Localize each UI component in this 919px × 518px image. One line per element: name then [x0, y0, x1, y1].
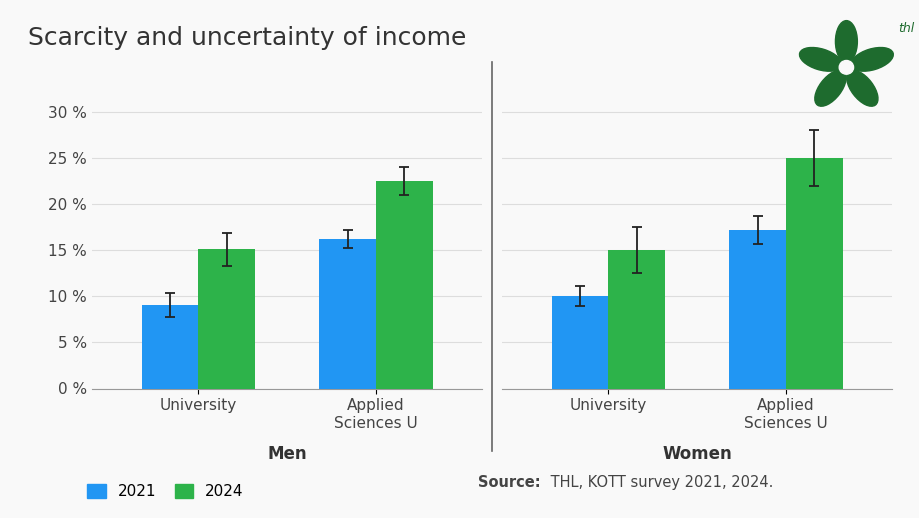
Text: Source:: Source:	[478, 474, 540, 490]
Bar	[551, 296, 607, 388]
X-axis label: Men: Men	[267, 444, 307, 463]
Bar	[785, 158, 842, 388]
Bar	[319, 239, 376, 388]
X-axis label: Women: Women	[662, 444, 732, 463]
Ellipse shape	[850, 48, 892, 71]
Bar	[729, 230, 785, 388]
Bar	[607, 250, 664, 388]
Bar	[376, 181, 432, 388]
Circle shape	[838, 61, 853, 74]
Ellipse shape	[814, 70, 845, 106]
Bar	[199, 249, 255, 388]
Ellipse shape	[845, 70, 877, 106]
Text: Scarcity and uncertainty of income: Scarcity and uncertainty of income	[28, 26, 465, 50]
Text: THL, KOTT survey 2021, 2024.: THL, KOTT survey 2021, 2024.	[545, 474, 772, 490]
Legend: 2021, 2024: 2021, 2024	[81, 478, 250, 505]
Bar	[142, 306, 199, 388]
Text: thl: thl	[897, 22, 913, 35]
Ellipse shape	[834, 21, 857, 62]
Ellipse shape	[799, 48, 841, 71]
